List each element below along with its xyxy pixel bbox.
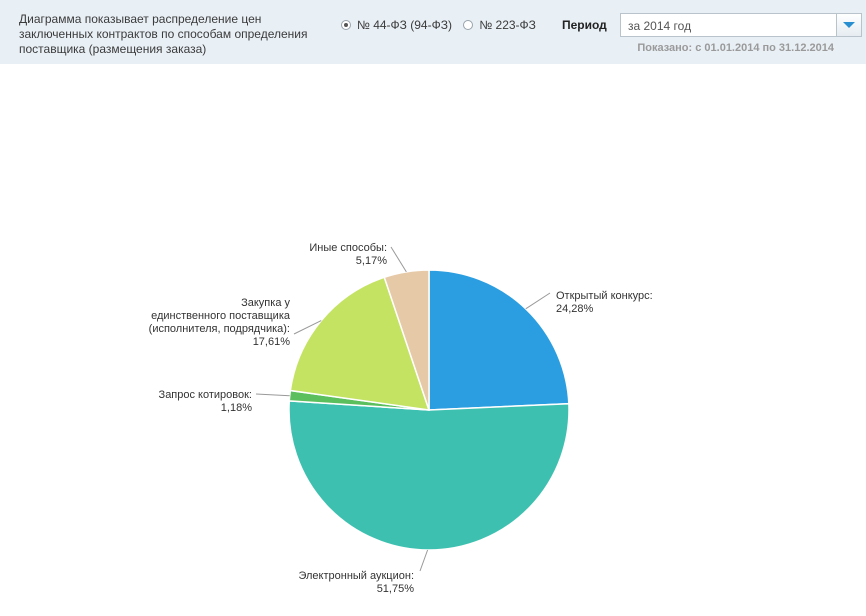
pie-chart: Открытый конкурс: 24,28% Электронный аукци… [149,242,653,595]
chevron-down-icon [843,22,855,28]
pie-slice[interactable] [289,276,431,411]
slice-label-line: Запрос котировок: [159,389,252,401]
slice-connector [390,246,407,273]
radio-law-44-label[interactable]: № 44-ФЗ (94-ФЗ) [357,18,452,32]
slice-label-line: единственного поставщика [151,310,291,322]
slice-label-line: Открытый конкурс: [556,290,653,302]
slice-connector [293,320,322,335]
slice-label: Запрос котировок: 1,18% [159,389,253,414]
radio-unchecked-icon[interactable] [463,20,474,30]
slice-label: Закупка у единственного поставщика (исполн… [149,297,291,348]
law-radio-group: № 44-ФЗ (94-ФЗ) № 223-ФЗ [341,18,544,33]
slice-connector [419,549,429,572]
period-select-value[interactable]: за 2014 год [628,19,692,33]
radio-law-44[interactable]: № 44-ФЗ (94-ФЗ) [341,18,452,32]
slice-connector [255,393,290,397]
slice-label-line: Электронный аукцион: [298,570,414,582]
shown-range-text: Показано: с 01.01.2014 по 31.12.2014 [637,42,834,54]
radio-law-223[interactable]: № 223-ФЗ [463,18,536,32]
slice-label-line: 5,17% [356,255,387,267]
radio-checked-icon[interactable] [341,20,351,30]
slice-label-line: 1,18% [221,402,252,414]
pie-slice[interactable] [428,269,570,411]
pie-slice[interactable] [383,269,430,411]
slice-label-line: Иные способы: [309,242,387,254]
slice-label: Иные способы: 5,17% [309,242,387,267]
slice-label: Электронный аукцион: 51,75% [298,570,414,595]
radio-law-223-label[interactable]: № 223-ФЗ [479,18,536,32]
slice-label-line: 24,28% [556,303,594,315]
slice-label-line: Закупка у [241,297,290,309]
period-label: Период [562,18,607,32]
slice-label-line: 17,61% [253,336,291,348]
period-select[interactable]: за 2014 год [620,13,862,37]
slice-connector [525,292,551,310]
chart-description: Диаграмма показывает распределение цен з… [19,12,308,56]
slice-label-line: 51,75% [377,583,415,595]
slice-label: Открытый конкурс: 24,28% [556,290,653,315]
period-dropdown-button[interactable] [836,14,861,36]
pie-slice[interactable] [288,400,570,551]
slice-label-line: (исполнителя, подрядчика): [149,323,290,335]
filter-bar: Диаграмма показывает распределение цен з… [0,0,866,64]
